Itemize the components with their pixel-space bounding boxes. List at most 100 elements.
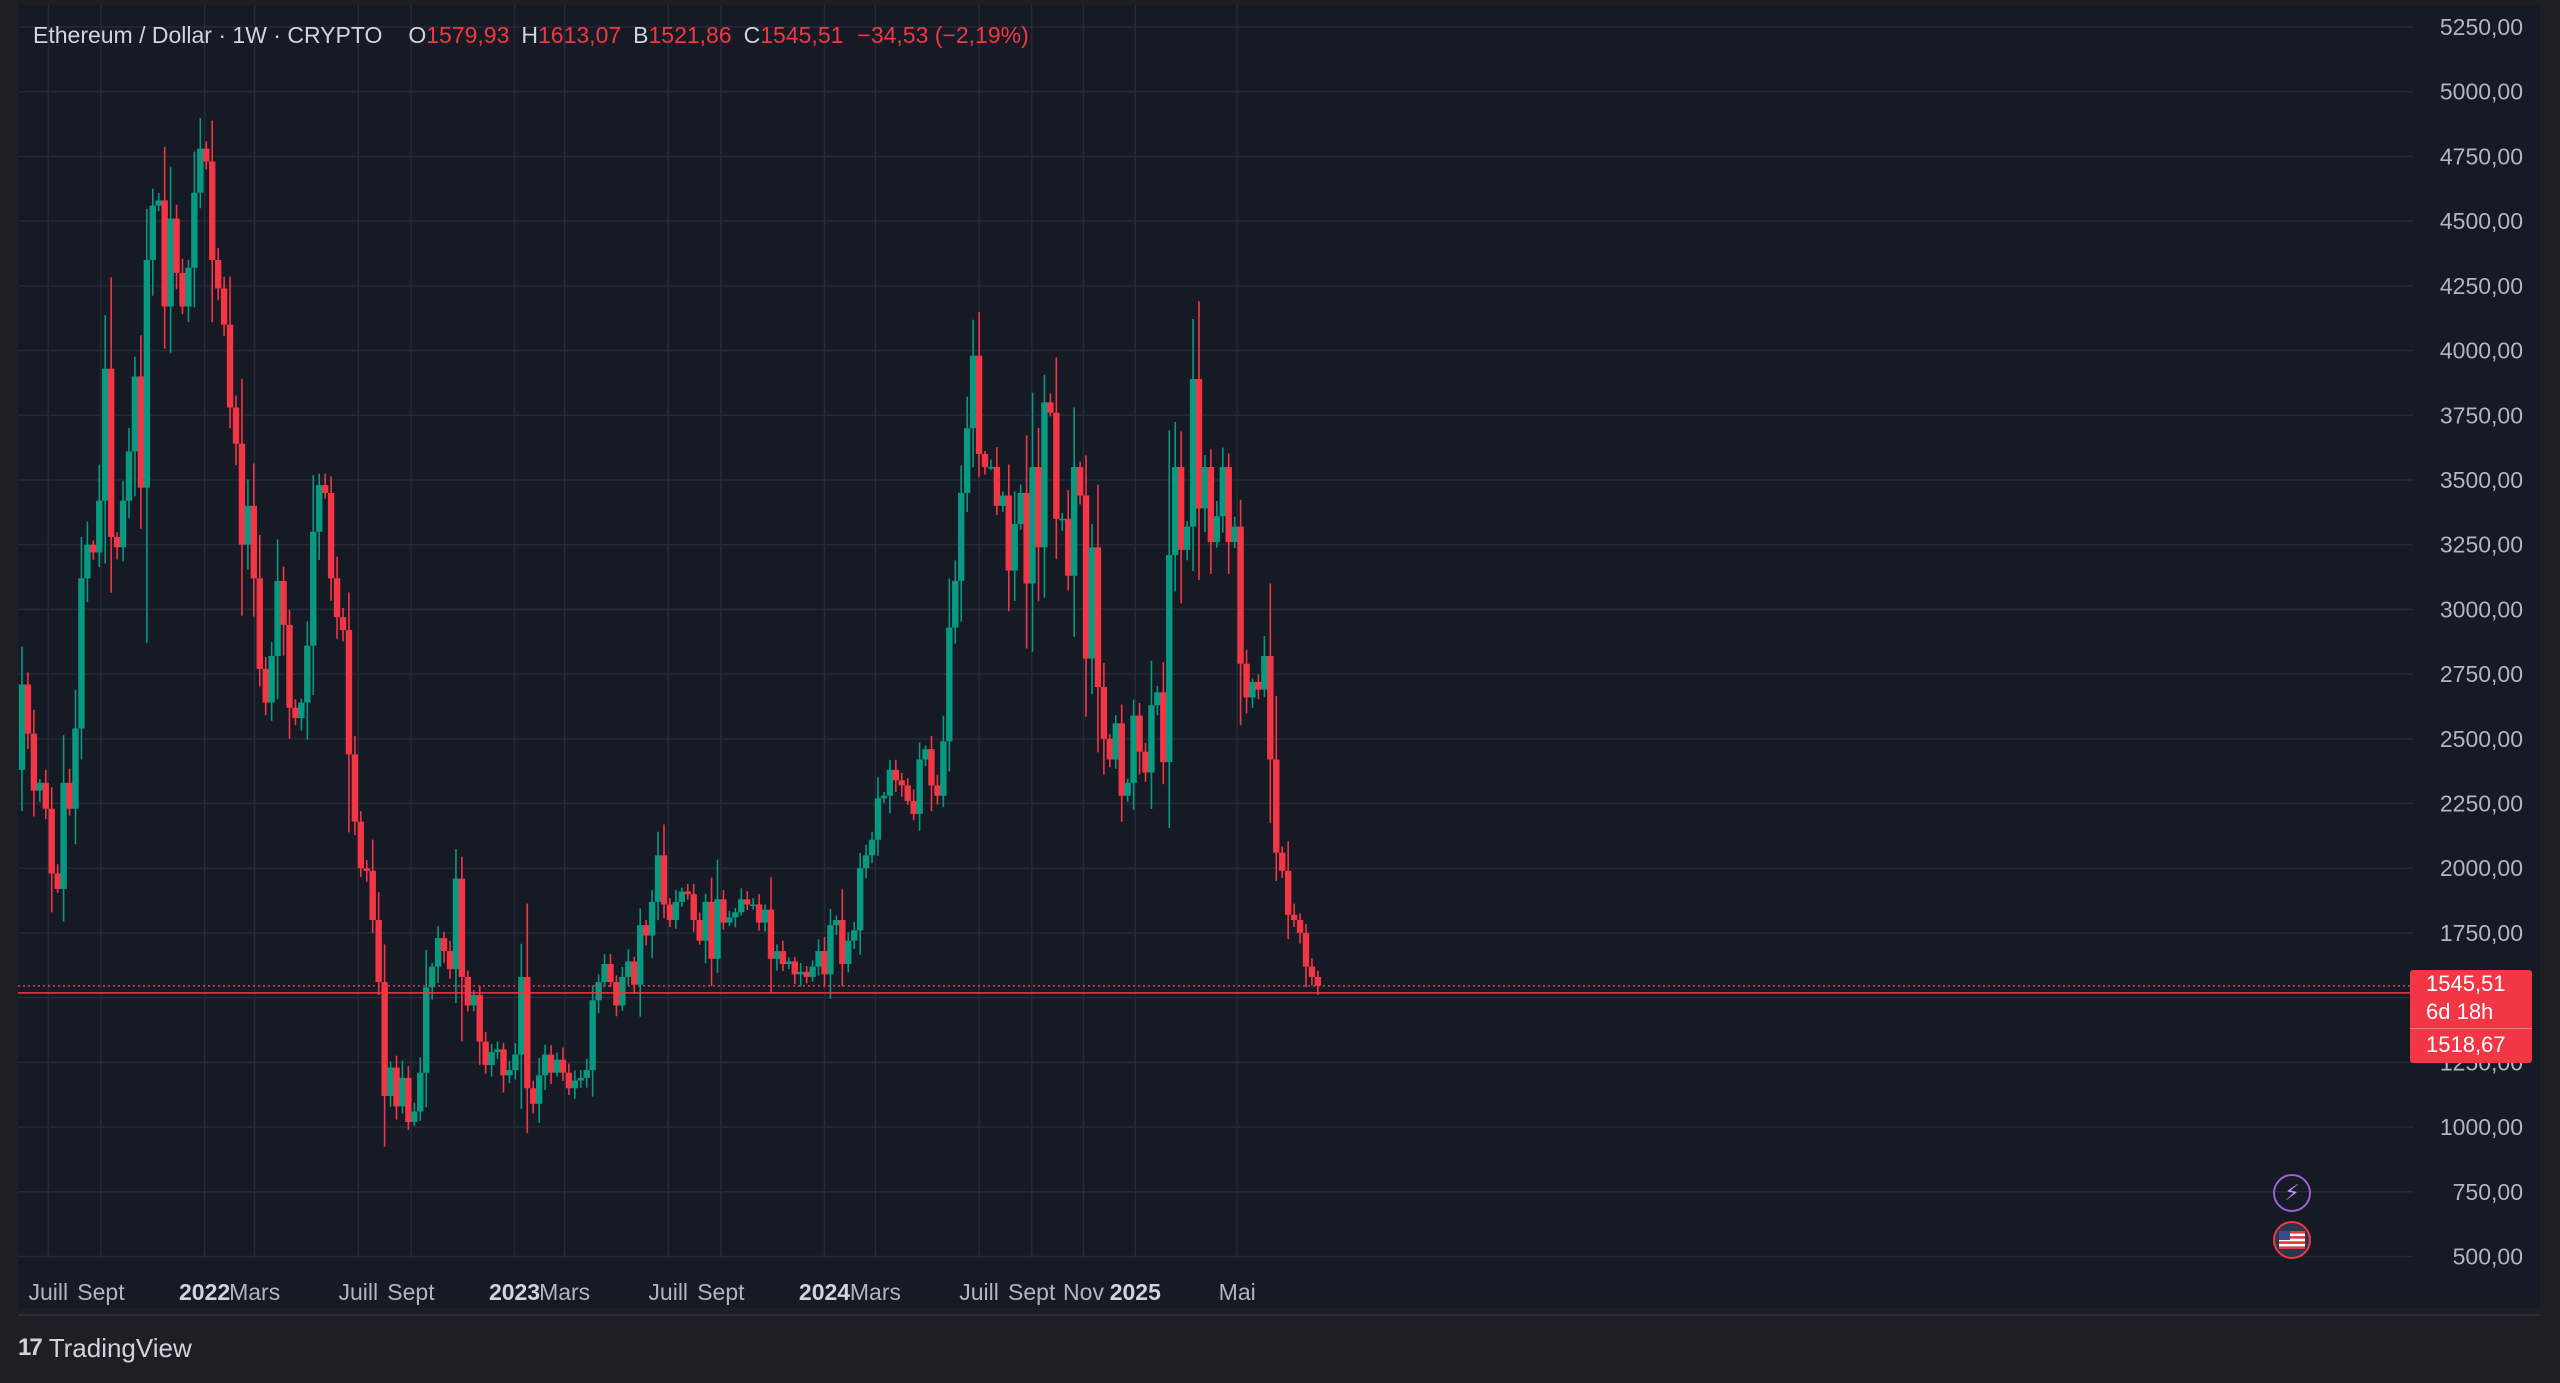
candle-body bbox=[541, 1054, 549, 1076]
candle-body bbox=[125, 451, 133, 501]
candle-body bbox=[434, 938, 442, 967]
candle-body bbox=[78, 578, 85, 729]
candle-body bbox=[423, 987, 430, 1073]
x-tick-label: 2023 bbox=[489, 1279, 540, 1305]
candle-body bbox=[815, 951, 822, 967]
candle-body bbox=[405, 1077, 412, 1122]
candle-body bbox=[886, 769, 894, 796]
candle-body bbox=[940, 741, 947, 796]
candle-body bbox=[969, 355, 977, 429]
candle-body bbox=[1261, 655, 1268, 690]
candle-body bbox=[1005, 495, 1012, 571]
candle-body bbox=[173, 218, 180, 273]
close-key: C bbox=[743, 21, 761, 48]
candle-body bbox=[298, 702, 305, 719]
candle-body bbox=[113, 536, 121, 548]
candle-body bbox=[1082, 495, 1090, 659]
candle-body bbox=[1284, 870, 1292, 915]
candle-body bbox=[1154, 692, 1161, 706]
ohlc-legend: Ethereum / Dollar · 1W · CRYPTO O 1579,9… bbox=[33, 18, 1029, 52]
candle-body bbox=[96, 500, 103, 553]
y-tick-label: 2000,00 bbox=[2440, 855, 2523, 881]
candle-body bbox=[934, 785, 941, 796]
y-tick-label: 3000,00 bbox=[2440, 596, 2523, 622]
candle-body bbox=[203, 148, 210, 162]
y-tick-label: 4000,00 bbox=[2440, 338, 2523, 364]
candle-body bbox=[482, 1041, 489, 1065]
candle-body bbox=[363, 868, 370, 871]
candle-body bbox=[250, 505, 258, 579]
y-tick-label: 750,00 bbox=[2453, 1179, 2523, 1205]
candle-body bbox=[1237, 526, 1244, 664]
close-value: 1545,51 bbox=[760, 21, 844, 48]
candle-body bbox=[785, 961, 793, 965]
candle-body bbox=[738, 899, 745, 913]
candle-body bbox=[500, 1049, 507, 1076]
candle-body bbox=[452, 878, 460, 970]
candle-body bbox=[868, 839, 876, 856]
candle-body bbox=[1225, 467, 1232, 543]
candle-body bbox=[761, 909, 769, 923]
candle-body bbox=[1213, 516, 1221, 543]
candle-body bbox=[714, 899, 721, 959]
y-tick-label: 3750,00 bbox=[2440, 402, 2523, 428]
candle-body bbox=[999, 495, 1007, 506]
candle-body bbox=[506, 1070, 513, 1076]
candle-body bbox=[1177, 467, 1185, 550]
open-key: O bbox=[408, 21, 427, 48]
candle-body bbox=[654, 855, 662, 902]
candle-body bbox=[304, 645, 311, 703]
candle-body bbox=[892, 769, 900, 781]
candle-body bbox=[244, 505, 252, 545]
candle-body bbox=[137, 376, 145, 488]
candle-body bbox=[18, 684, 26, 770]
candle-body bbox=[946, 627, 953, 742]
us-flag-icon[interactable] bbox=[2273, 1221, 2311, 1259]
candle-body bbox=[684, 891, 691, 895]
y-tick-label: 1750,00 bbox=[2440, 920, 2523, 946]
candle-body bbox=[1290, 914, 1298, 921]
lightning-icon[interactable]: ⚡ bbox=[2273, 1174, 2311, 1212]
candle-body bbox=[1142, 751, 1149, 773]
y-tick-label: 500,00 bbox=[2453, 1244, 2523, 1270]
candle-body bbox=[827, 925, 834, 975]
candle-body bbox=[898, 780, 905, 786]
x-tick-label: Mars bbox=[539, 1279, 590, 1305]
candle-body bbox=[910, 800, 917, 814]
candle-body bbox=[1136, 715, 1143, 752]
candle-body bbox=[845, 940, 852, 965]
candle-body bbox=[119, 500, 127, 548]
candle-body bbox=[90, 544, 97, 553]
symbol-title[interactable]: Ethereum / Dollar · 1W · CRYPTO bbox=[33, 21, 383, 48]
candle-body bbox=[102, 368, 109, 501]
candle-body bbox=[821, 951, 828, 975]
y-tick-label: 2750,00 bbox=[2440, 661, 2523, 687]
x-tick-label: Sept bbox=[697, 1279, 745, 1305]
candle-body bbox=[286, 624, 293, 708]
candle-body bbox=[851, 930, 858, 941]
candle-body bbox=[60, 782, 67, 889]
candle-body bbox=[583, 1070, 590, 1078]
candle-body bbox=[280, 580, 287, 625]
candle-body bbox=[399, 1077, 406, 1107]
candle-body bbox=[565, 1072, 573, 1089]
candle-body bbox=[1207, 467, 1215, 543]
candle-body bbox=[571, 1080, 579, 1089]
candle-body bbox=[981, 454, 989, 468]
candle-body bbox=[345, 630, 353, 755]
us-flag-graphic bbox=[2279, 1231, 2305, 1249]
footer-brand[interactable]: 17 TradingView bbox=[18, 1328, 192, 1368]
candle-body bbox=[702, 901, 709, 941]
candle-body bbox=[1308, 966, 1316, 977]
candle-body bbox=[726, 917, 733, 923]
candle-body bbox=[553, 1059, 561, 1073]
candle-body bbox=[262, 668, 269, 703]
candle-body bbox=[42, 782, 49, 809]
x-tick-label: Juill bbox=[959, 1279, 999, 1305]
candle-body bbox=[214, 259, 222, 289]
price-tag-divider bbox=[2410, 1028, 2532, 1029]
candle-body bbox=[744, 899, 751, 905]
candle-body bbox=[518, 976, 525, 1055]
candle-body bbox=[476, 995, 483, 1042]
